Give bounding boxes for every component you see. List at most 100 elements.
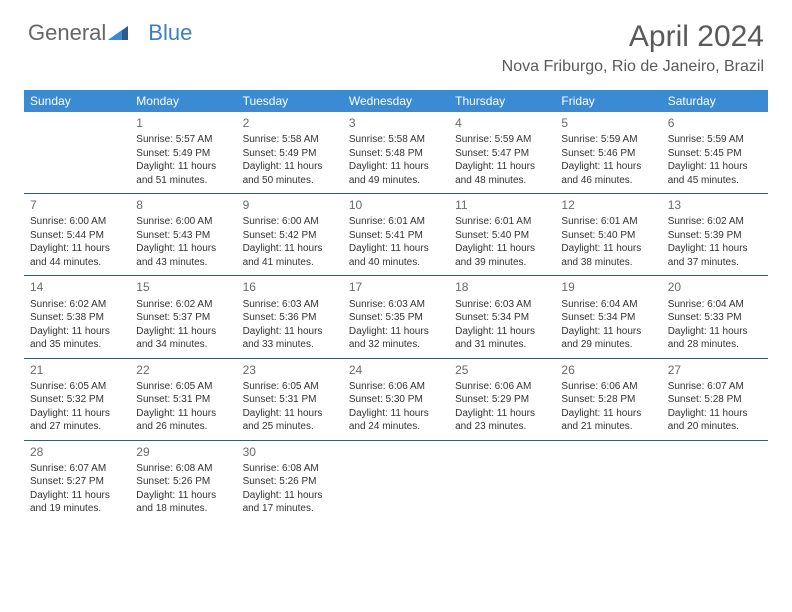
sunrise-text: Sunrise: 6:01 AM (561, 215, 655, 229)
sunset-text: Sunset: 5:40 PM (561, 229, 655, 243)
daylight-text: Daylight: 11 hours and 41 minutes. (243, 242, 337, 269)
daylight-text: Daylight: 11 hours and 45 minutes. (668, 160, 762, 187)
calendar-cell: 25Sunrise: 6:06 AMSunset: 5:29 PMDayligh… (449, 358, 555, 440)
calendar-cell: 19Sunrise: 6:04 AMSunset: 5:34 PMDayligh… (555, 276, 661, 358)
calendar-cell: 20 Sunrise: 6:04 AMSunset: 5:33 PMDayligh… (662, 276, 768, 358)
daylight-text: Daylight: 11 hours and 17 minutes. (243, 489, 337, 516)
sunset-text: Sunset: 5:33 PM (668, 311, 762, 325)
calendar-cell: 24Sunrise: 6:06 AMSunset: 5:30 PMDayligh… (343, 358, 449, 440)
calendar-body: 1Sunrise: 5:57 AMSunset: 5:49 PMDaylight… (24, 112, 768, 522)
day-number: 19 (561, 279, 655, 295)
daylight-text: Daylight: 11 hours and 51 minutes. (136, 160, 230, 187)
sunrise-text: Sunrise: 5:59 AM (668, 133, 762, 147)
day-number: 13 (668, 197, 762, 213)
calendar-cell: 29Sunrise: 6:08 AMSunset: 5:26 PMDayligh… (130, 440, 236, 522)
location: Nova Friburgo, Rio de Janeiro, Brazil (502, 58, 764, 76)
sunset-text: Sunset: 5:27 PM (30, 475, 124, 489)
daylight-text: Daylight: 11 hours and 21 minutes. (561, 407, 655, 434)
calendar-cell-empty (449, 440, 555, 522)
day-number: 20 (668, 279, 762, 295)
daylight-text: Daylight: 11 hours and 38 minutes. (561, 242, 655, 269)
calendar-cell: 12Sunrise: 6:01 AMSunset: 5:40 PMDayligh… (555, 194, 661, 276)
day-number: 6 (668, 115, 762, 131)
logo: General Blue (28, 20, 192, 46)
sunrise-text: Sunrise: 5:58 AM (243, 133, 337, 147)
day-number: 3 (349, 115, 443, 131)
daylight-text: Daylight: 11 hours and 32 minutes. (349, 325, 443, 352)
day-number: 17 (349, 279, 443, 295)
calendar-cell: 5Sunrise: 5:59 AMSunset: 5:46 PMDaylight… (555, 112, 661, 194)
sunrise-text: Sunrise: 6:02 AM (668, 215, 762, 229)
sunset-text: Sunset: 5:37 PM (136, 311, 230, 325)
sunrise-text: Sunrise: 6:07 AM (30, 462, 124, 476)
calendar-cell: 15Sunrise: 6:02 AMSunset: 5:37 PMDayligh… (130, 276, 236, 358)
day-number: 22 (136, 362, 230, 378)
weekday-header: Friday (555, 90, 661, 112)
calendar-cell: 6 Sunrise: 5:59 AMSunset: 5:45 PMDaylight… (662, 112, 768, 194)
sunrise-text: Sunrise: 6:06 AM (349, 380, 443, 394)
daylight-text: Daylight: 11 hours and 27 minutes. (30, 407, 124, 434)
day-number: 23 (243, 362, 337, 378)
calendar-cell: 4Sunrise: 5:59 AMSunset: 5:47 PMDaylight… (449, 112, 555, 194)
sunrise-text: Sunrise: 5:57 AM (136, 133, 230, 147)
sunset-text: Sunset: 5:49 PM (136, 147, 230, 161)
daylight-text: Daylight: 11 hours and 48 minutes. (455, 160, 549, 187)
daylight-text: Daylight: 11 hours and 37 minutes. (668, 242, 762, 269)
calendar-cell: 21Sunrise: 6:05 AMSunset: 5:32 PMDayligh… (24, 358, 130, 440)
day-number: 29 (136, 444, 230, 460)
day-number: 28 (30, 444, 124, 460)
sunrise-text: Sunrise: 6:04 AM (668, 298, 762, 312)
calendar-row: 14Sunrise: 6:02 AMSunset: 5:38 PMDayligh… (24, 276, 768, 358)
daylight-text: Daylight: 11 hours and 50 minutes. (243, 160, 337, 187)
sunrise-text: Sunrise: 6:03 AM (349, 298, 443, 312)
calendar-cell: 10Sunrise: 6:01 AMSunset: 5:41 PMDayligh… (343, 194, 449, 276)
day-number: 7 (30, 197, 124, 213)
day-number: 4 (455, 115, 549, 131)
sunrise-text: Sunrise: 6:00 AM (243, 215, 337, 229)
daylight-text: Daylight: 11 hours and 44 minutes. (30, 242, 124, 269)
sunset-text: Sunset: 5:49 PM (243, 147, 337, 161)
month-title: April 2024 (502, 20, 764, 54)
sunrise-text: Sunrise: 5:59 AM (455, 133, 549, 147)
daylight-text: Daylight: 11 hours and 18 minutes. (136, 489, 230, 516)
daylight-text: Daylight: 11 hours and 28 minutes. (668, 325, 762, 352)
sunset-text: Sunset: 5:45 PM (668, 147, 762, 161)
daylight-text: Daylight: 11 hours and 49 minutes. (349, 160, 443, 187)
day-number: 14 (30, 279, 124, 295)
day-number: 26 (561, 362, 655, 378)
weekday-header: Saturday (662, 90, 768, 112)
sunrise-text: Sunrise: 6:08 AM (136, 462, 230, 476)
daylight-text: Daylight: 11 hours and 23 minutes. (455, 407, 549, 434)
day-number: 10 (349, 197, 443, 213)
sunrise-text: Sunrise: 6:06 AM (561, 380, 655, 394)
weekday-header: Monday (130, 90, 236, 112)
sunset-text: Sunset: 5:26 PM (243, 475, 337, 489)
sunrise-text: Sunrise: 6:03 AM (455, 298, 549, 312)
sunrise-text: Sunrise: 6:06 AM (455, 380, 549, 394)
calendar-cell: 3Sunrise: 5:58 AMSunset: 5:48 PMDaylight… (343, 112, 449, 194)
day-number: 15 (136, 279, 230, 295)
calendar-cell: 28Sunrise: 6:07 AMSunset: 5:27 PMDayligh… (24, 440, 130, 522)
daylight-text: Daylight: 11 hours and 31 minutes. (455, 325, 549, 352)
day-number: 2 (243, 115, 337, 131)
daylight-text: Daylight: 11 hours and 25 minutes. (243, 407, 337, 434)
calendar-cell: 7Sunrise: 6:00 AMSunset: 5:44 PMDaylight… (24, 194, 130, 276)
calendar-cell: 26Sunrise: 6:06 AMSunset: 5:28 PMDayligh… (555, 358, 661, 440)
sunset-text: Sunset: 5:31 PM (243, 393, 337, 407)
sunrise-text: Sunrise: 6:02 AM (30, 298, 124, 312)
logo-triangle-icon (108, 20, 128, 46)
sunset-text: Sunset: 5:29 PM (455, 393, 549, 407)
title-block: April 2024 Nova Friburgo, Rio de Janeiro… (502, 20, 764, 76)
sunrise-text: Sunrise: 6:08 AM (243, 462, 337, 476)
daylight-text: Daylight: 11 hours and 40 minutes. (349, 242, 443, 269)
sunset-text: Sunset: 5:43 PM (136, 229, 230, 243)
calendar-cell: 30Sunrise: 6:08 AMSunset: 5:26 PMDayligh… (237, 440, 343, 522)
sunset-text: Sunset: 5:32 PM (30, 393, 124, 407)
day-number: 11 (455, 197, 549, 213)
sunset-text: Sunset: 5:44 PM (30, 229, 124, 243)
day-number: 9 (243, 197, 337, 213)
calendar-cell: 2 Sunrise: 5:58 AMSunset: 5:49 PMDaylight… (237, 112, 343, 194)
daylight-text: Daylight: 11 hours and 35 minutes. (30, 325, 124, 352)
daylight-text: Daylight: 11 hours and 34 minutes. (136, 325, 230, 352)
calendar-cell: 18Sunrise: 6:03 AMSunset: 5:34 PMDayligh… (449, 276, 555, 358)
